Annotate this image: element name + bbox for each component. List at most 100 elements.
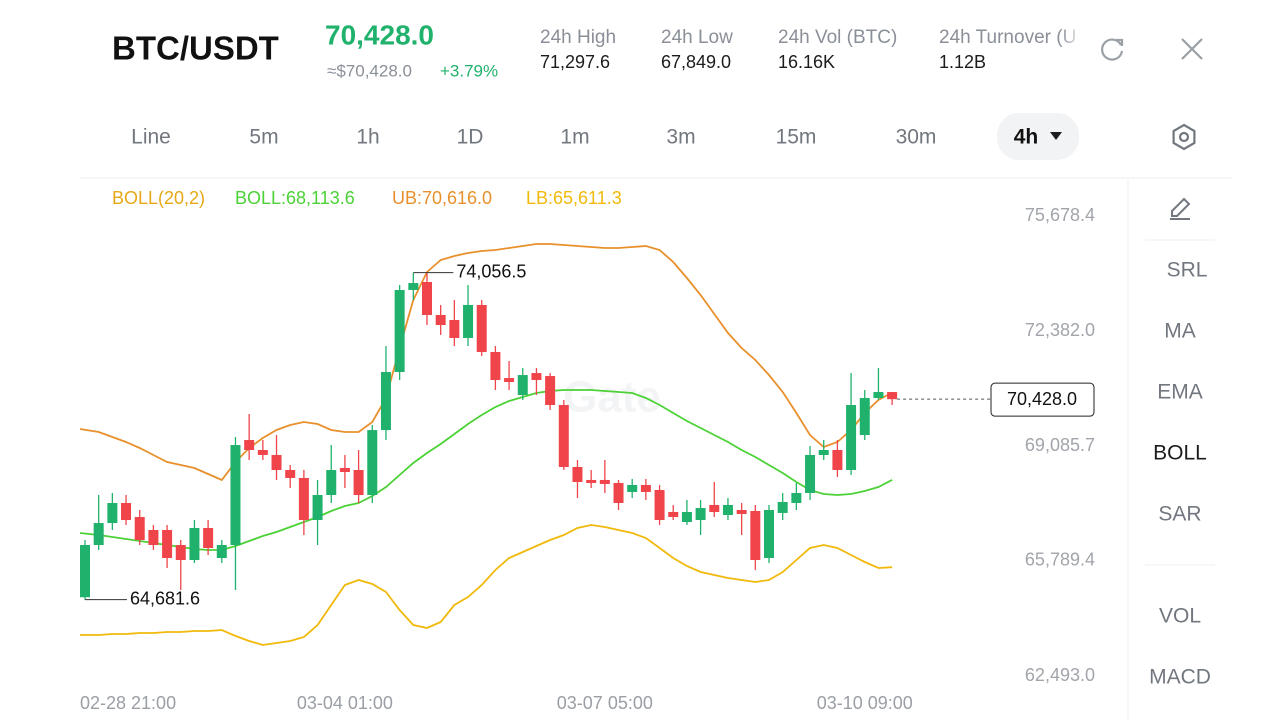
candle-body: [107, 502, 118, 524]
candle-body: [285, 469, 296, 478]
indicator[interactable]: VOL: [1159, 605, 1201, 628]
candle-body: [216, 544, 227, 559]
y-tick-label: 62,493.0: [1025, 665, 1095, 685]
candle-body: [326, 469, 337, 496]
indicator-list: SRL MA EMA BOLL SAR VOL MACD: [1149, 259, 1211, 689]
watermark: Gate: [563, 373, 661, 422]
indicator[interactable]: EMA: [1157, 381, 1203, 404]
stat-label: 24h Vol (BTC): [778, 27, 897, 48]
indicator[interactable]: SRL: [1167, 259, 1208, 282]
candle-body: [148, 529, 159, 545]
y-tick-label: 69,085.7: [1025, 435, 1095, 455]
candle-body: [791, 492, 802, 503]
active-tab-bg: [997, 113, 1079, 160]
candle-body: [572, 466, 583, 482]
x-tick-label: 03-07 05:00: [557, 693, 653, 713]
candle-body: [353, 469, 364, 496]
candle-body: [257, 450, 268, 455]
dropdown-arrow[interactable]: [1050, 132, 1062, 140]
last-price-box: [990, 382, 1095, 417]
indicator[interactable]: SAR: [1158, 503, 1201, 526]
legend-entry: LB:65,611.3: [526, 188, 622, 208]
settings-icon[interactable]: [1172, 123, 1196, 151]
candle-body: [175, 544, 186, 561]
candle-body: [298, 477, 309, 520]
candle-body: [681, 511, 692, 523]
indicator[interactable]: BOLL: [1153, 442, 1207, 465]
candle-body: [736, 510, 747, 514]
tab[interactable]: 1h: [356, 126, 379, 149]
tab[interactable]: 3m: [666, 126, 695, 149]
candle-body: [722, 504, 733, 515]
y-tick-label: 75,678.4: [1025, 205, 1095, 225]
stat-label: 24h High: [540, 27, 616, 48]
plot: 75,678.4 72,382.0 69,085.7 65,789.4 62,493.0…: [79, 205, 1095, 713]
stat-value: 71,297.6: [540, 52, 610, 72]
candle-body: [545, 376, 556, 405]
indicator-name: BOLL(20,2): [112, 188, 205, 208]
candle-body: [613, 482, 624, 503]
candle-body: [558, 404, 569, 467]
candle-body: [244, 440, 255, 451]
refresh-icon[interactable]: [1101, 38, 1124, 61]
stat-label: 24h Turnover (U: [939, 27, 1076, 48]
symbol: BTC/USDT: [112, 30, 279, 67]
tab[interactable]: 1m: [560, 126, 589, 149]
candle-body: [189, 528, 200, 561]
approx-price: ≈$70,428.0: [327, 61, 412, 80]
legend-entry: UB:70,616.0: [392, 188, 492, 208]
candle-body: [873, 392, 884, 399]
candle-body: [449, 320, 460, 338]
last-price-label: 70,428.0: [1007, 389, 1077, 409]
tab[interactable]: 30m: [896, 126, 937, 149]
candle-body: [367, 430, 378, 496]
indicator[interactable]: MACD: [1149, 666, 1211, 689]
candle-body: [832, 450, 843, 470]
candle-body: [887, 392, 898, 400]
candle-body: [750, 510, 761, 561]
stat-value: 1.12B: [939, 52, 986, 72]
tab[interactable]: 5m: [249, 126, 278, 149]
tab[interactable]: 4h: [1014, 126, 1039, 149]
candle-body: [818, 450, 829, 455]
change: +3.79%: [440, 61, 498, 80]
candle-body: [408, 282, 419, 290]
candle-body: [504, 378, 515, 383]
candle-body: [339, 468, 350, 472]
candle-body: [709, 504, 720, 512]
candle-body: [859, 398, 870, 436]
stat-value: 67,849.0: [661, 52, 731, 72]
candle-body: [230, 445, 241, 545]
close-icon[interactable]: [1181, 38, 1203, 60]
candle-body: [121, 502, 132, 520]
candle-body: [531, 373, 542, 381]
candle-body: [517, 375, 528, 395]
legend-entry: BOLL:68,113.6: [235, 188, 355, 208]
candle-body: [203, 528, 214, 548]
candle-body: [435, 314, 446, 326]
stat-value: 16.16K: [778, 52, 835, 72]
candle-body: [599, 479, 610, 484]
candle-body: [271, 454, 282, 470]
stat-clip: 24h Turnover (U 1.12B: [939, 27, 1076, 72]
pencil-icon[interactable]: [1170, 197, 1191, 220]
candle-body: [586, 479, 597, 483]
candle-body: [640, 484, 651, 492]
indicator[interactable]: MA: [1164, 320, 1196, 343]
tabs: Line 5m 1h 1D 1m 3m 15m 30m 4h: [131, 126, 1038, 149]
boll-line: [80, 524, 893, 646]
tab[interactable]: Line: [131, 126, 171, 149]
fade: [1060, 24, 1084, 50]
tab[interactable]: 1D: [457, 126, 484, 149]
candle-body: [476, 304, 487, 353]
tab[interactable]: 15m: [776, 126, 817, 149]
candle-body: [422, 281, 432, 315]
candle-body: [490, 352, 501, 380]
candle-body: [134, 516, 145, 541]
candle-body: [764, 510, 774, 559]
candle-body: [668, 511, 679, 517]
y-tick-label: 72,382.0: [1025, 320, 1095, 340]
price: 70,428.0: [325, 19, 434, 50]
boll-line: [79, 243, 893, 482]
